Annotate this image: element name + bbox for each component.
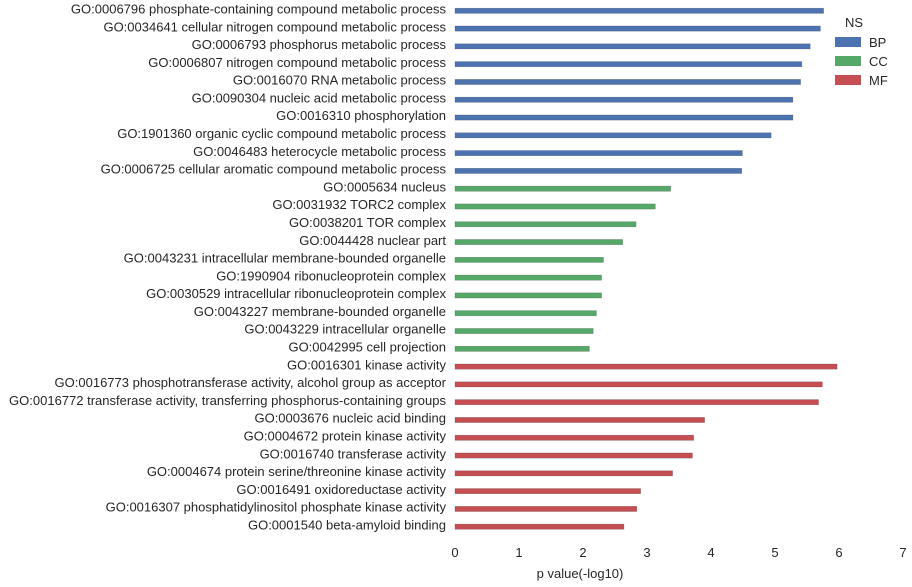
- category-label: GO:0042995 cell projection: [288, 340, 446, 355]
- bar-cc: [454, 292, 602, 299]
- category-label: GO:1990904 ribonucleoprotein complex: [216, 268, 446, 283]
- category-label: GO:0016491 oxidoreductase activity: [236, 482, 446, 497]
- category-label: GO:0006793 phosphorus metabolic process: [192, 37, 447, 52]
- x-tick-label: 0: [451, 545, 458, 560]
- bar-cc: [454, 203, 656, 210]
- bar-cc: [454, 328, 594, 334]
- category-label: GO:0006725 cellular aromatic compound me…: [101, 162, 447, 177]
- bar-bp: [454, 114, 794, 121]
- x-axis-ticks: 0 1 2 3 4 5 6 7: [451, 545, 906, 560]
- category-label: GO:0043231 intracellular membrane-bounde…: [124, 251, 446, 266]
- category-label: GO:0016310 phosphorylation: [276, 108, 446, 123]
- category-label: GO:0003676 nucleic acid binding: [254, 411, 446, 426]
- bar-mf: [454, 523, 625, 530]
- category-label: GO:0016070 RNA metabolic process: [233, 73, 447, 88]
- bar-mf: [454, 470, 673, 477]
- bar-bp: [454, 43, 811, 50]
- legend-label-bp: BP: [869, 35, 886, 50]
- bar-mf: [454, 381, 823, 388]
- bar-bp: [454, 7, 824, 14]
- x-tick-label: 5: [771, 545, 778, 560]
- category-label: GO:0043229 intracellular organelle: [244, 322, 446, 337]
- bar-bp: [454, 132, 772, 139]
- x-tick-label: 7: [899, 545, 906, 560]
- bar-mf: [454, 488, 641, 495]
- bar-mf: [454, 399, 819, 406]
- bar-cc: [454, 239, 623, 245]
- category-label: GO:0006807 nitrogen compound metabolic p…: [148, 55, 446, 70]
- category-label: GO:0016773 phosphotransferase activity, …: [55, 375, 447, 390]
- bar-mf: [454, 434, 695, 441]
- legend-title: NS: [845, 15, 863, 30]
- bar-bp: [454, 96, 794, 103]
- bar-cc: [454, 221, 637, 228]
- category-label: GO:0004674 protein serine/threonine kina…: [147, 464, 447, 479]
- category-label: GO:0034641 cellular nitrogen compound me…: [103, 19, 446, 34]
- legend-label-cc: CC: [869, 54, 888, 69]
- bars: [454, 7, 838, 530]
- bar-cc: [454, 274, 602, 281]
- bar-mf: [454, 506, 638, 512]
- category-label: GO:0004672 protein kinase activity: [244, 428, 447, 443]
- legend-label-mf: MF: [869, 73, 888, 88]
- legend-swatch-mf: [835, 75, 861, 85]
- bar-bp: [454, 79, 801, 85]
- category-label: GO:1901360 organic cyclic compound metab…: [117, 126, 446, 141]
- category-label: GO:0030529 intracellular ribonucleoprote…: [146, 286, 446, 301]
- bar-cc: [454, 310, 597, 317]
- bar-cc: [454, 185, 671, 192]
- category-label: GO:0031932 TORC2 complex: [272, 197, 446, 212]
- category-label: GO:0005634 nucleus: [323, 179, 446, 194]
- x-tick-label: 2: [579, 545, 586, 560]
- bar-cc: [454, 345, 590, 352]
- bar-bp: [454, 150, 743, 157]
- bar-mf: [454, 363, 838, 370]
- x-tick-label: 3: [643, 545, 650, 560]
- bar-bp: [454, 168, 743, 174]
- x-tick-label: 1: [515, 545, 522, 560]
- legend: NS BP CC MF: [835, 15, 888, 88]
- category-label: GO:0046483 heterocycle metabolic process: [193, 144, 446, 159]
- x-tick-label: 4: [707, 545, 714, 560]
- category-label: GO:0006796 phosphate-containing compound…: [71, 2, 447, 17]
- legend-swatch-bp: [835, 37, 861, 47]
- bar-bp: [454, 61, 803, 68]
- category-label: GO:0090304 nucleic acid metabolic proces…: [192, 90, 447, 105]
- x-tick-label: 6: [835, 545, 842, 560]
- x-axis-label: p value(-log10): [537, 566, 624, 581]
- category-label: GO:0044428 nuclear part: [299, 233, 446, 248]
- category-label: GO:0043227 membrane-bounded organelle: [194, 304, 446, 319]
- category-label: GO:0016301 kinase activity: [287, 357, 446, 372]
- category-label: GO:0001540 beta-amyloid binding: [248, 517, 446, 532]
- category-label: GO:0038201 TOR complex: [289, 215, 447, 230]
- bar-cc: [454, 256, 604, 263]
- category-label: GO:0016772 transferase activity, transfe…: [9, 393, 446, 408]
- category-label: GO:0016740 transferase activity: [260, 446, 447, 461]
- legend-swatch-cc: [835, 56, 861, 66]
- category-label: GO:0016307 phosphatidylinositol phosphat…: [106, 500, 447, 515]
- bar-mf: [454, 417, 705, 423]
- bar-bp: [454, 25, 821, 32]
- bar-mf: [454, 452, 693, 459]
- category-labels: GO:0006796 phosphate-containing compound…: [9, 2, 447, 533]
